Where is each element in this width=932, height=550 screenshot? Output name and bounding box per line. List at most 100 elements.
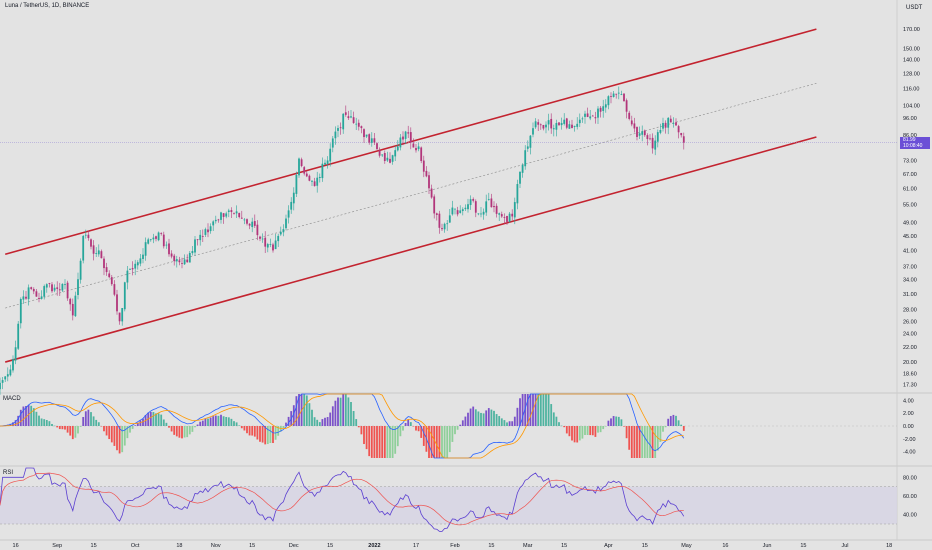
macd-hist-bar bbox=[12, 422, 14, 426]
macd-hist-bar bbox=[324, 417, 326, 426]
macd-hist-bar bbox=[152, 412, 155, 426]
rsi-label[interactable]: RSI bbox=[3, 470, 14, 476]
rsi-pane bbox=[0, 467, 897, 532]
middle-channel-line bbox=[5, 83, 817, 309]
candle-body bbox=[472, 199, 475, 201]
macd-hist-bar bbox=[503, 420, 506, 426]
macd-hist-bar bbox=[233, 421, 235, 426]
macd-hist-bar bbox=[87, 409, 90, 426]
candle-body bbox=[4, 376, 7, 380]
candle-body bbox=[266, 244, 269, 248]
candle-body bbox=[6, 374, 9, 377]
candle-body bbox=[194, 239, 196, 253]
candle-body bbox=[521, 165, 524, 173]
price-tick-label: 41.00 bbox=[903, 248, 917, 254]
macd-hist-bar bbox=[64, 426, 66, 430]
macd-hist-bar bbox=[126, 426, 129, 439]
candle-body bbox=[105, 267, 108, 273]
macd-hist-bar bbox=[186, 426, 189, 438]
macd-hist-bar bbox=[56, 426, 59, 428]
candle-body bbox=[649, 138, 651, 140]
macd-hist-bar bbox=[625, 426, 628, 439]
time-tick-label: 15 bbox=[249, 543, 255, 549]
candle-body bbox=[157, 232, 160, 241]
price-tick-label: 86.00 bbox=[903, 133, 917, 139]
macd-hist-bar bbox=[383, 426, 386, 458]
macd-hist-bar bbox=[623, 426, 625, 427]
candle-body bbox=[500, 214, 503, 217]
macd-hist-bar bbox=[334, 400, 337, 426]
macd-hist-bar bbox=[511, 421, 514, 426]
candle-body bbox=[235, 211, 238, 214]
macd-hist-bar bbox=[519, 398, 521, 426]
macd-hist-bar bbox=[207, 418, 209, 426]
candle-body bbox=[539, 124, 542, 126]
macd-hist-bar bbox=[552, 412, 555, 426]
candle-body bbox=[277, 235, 280, 242]
macd-hist-bar bbox=[438, 426, 441, 458]
candle-body bbox=[474, 201, 477, 213]
macd-hist-bar bbox=[14, 420, 17, 426]
macd-hist-bar bbox=[209, 417, 212, 426]
price-tick-label: 140.00 bbox=[903, 57, 920, 63]
candle-body bbox=[97, 250, 100, 255]
candle-body bbox=[30, 287, 33, 289]
macd-hist-bar bbox=[524, 394, 527, 426]
macd-hist-bar bbox=[227, 417, 230, 426]
macd-hist-bar bbox=[240, 426, 243, 429]
macd-hist-bar bbox=[469, 408, 472, 426]
macd-hist-bar bbox=[370, 426, 373, 458]
macd-hist-bar bbox=[667, 418, 670, 426]
macd-hist-bar bbox=[602, 426, 605, 430]
candle-body bbox=[318, 176, 321, 178]
macd-hist-bar bbox=[443, 426, 446, 458]
candle-body bbox=[324, 162, 326, 165]
macd-hist-bar bbox=[651, 426, 654, 458]
time-tick-label: 15 bbox=[488, 543, 494, 549]
macd-hist-bar bbox=[560, 425, 563, 427]
candle-body bbox=[100, 251, 103, 259]
candle-body bbox=[482, 211, 485, 215]
candle-body bbox=[253, 221, 256, 226]
time-tick-label: 18 bbox=[886, 543, 892, 549]
time-tick-label: Mar bbox=[523, 543, 533, 549]
candle-body bbox=[381, 154, 384, 156]
macd-hist-bar bbox=[79, 426, 82, 427]
candle-body bbox=[417, 146, 420, 150]
macd-hist-bar bbox=[537, 394, 540, 426]
candle-body bbox=[399, 137, 402, 148]
symbol-title[interactable]: Luna / TetherUS, 1D, BINANCE bbox=[5, 3, 90, 9]
macd-hist-bar bbox=[222, 416, 225, 426]
candle-body bbox=[604, 104, 607, 108]
macd-hist-bar bbox=[77, 426, 79, 434]
macd-hist-bar bbox=[581, 426, 584, 439]
candle-body bbox=[467, 204, 469, 210]
candle-body bbox=[246, 219, 248, 224]
candle-body bbox=[563, 119, 566, 124]
macd-label[interactable]: MACD bbox=[3, 396, 21, 402]
candle-body bbox=[529, 135, 532, 148]
candle-body bbox=[201, 236, 204, 237]
candle-body bbox=[269, 244, 272, 245]
macd-hist-bar bbox=[285, 422, 287, 426]
macd-hist-bar bbox=[417, 426, 420, 432]
macd-hist-bar bbox=[480, 412, 482, 426]
candle-body bbox=[243, 219, 246, 221]
macd-hist-bar bbox=[170, 426, 173, 432]
macd-hist-bar bbox=[415, 426, 417, 431]
macd-hist-bar bbox=[191, 426, 194, 432]
candle-body bbox=[110, 277, 113, 285]
time-tick-label: Jul bbox=[841, 543, 848, 549]
macd-hist-bar bbox=[100, 426, 103, 427]
candle-body bbox=[316, 177, 319, 186]
candle-body bbox=[446, 223, 449, 225]
macd-hist-bar bbox=[295, 396, 298, 426]
macd-hist-bar bbox=[381, 426, 384, 458]
candle-body bbox=[532, 128, 534, 135]
candle-body bbox=[441, 228, 443, 230]
candle-body bbox=[43, 286, 46, 297]
time-tick-label: 18 bbox=[176, 543, 182, 549]
candle-body bbox=[547, 120, 550, 125]
